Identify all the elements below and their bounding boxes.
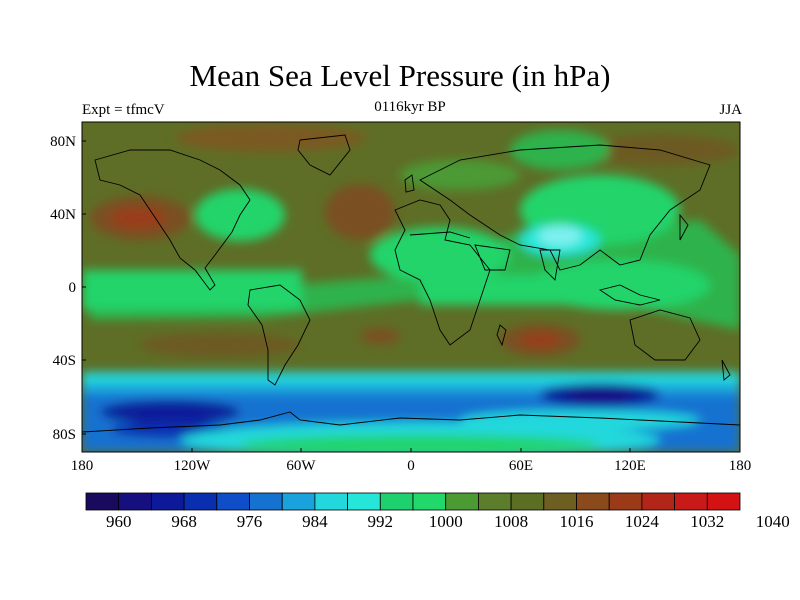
lat-label-40n: 40N [50, 207, 76, 223]
colorbar-label: 992 [368, 512, 394, 531]
colorbar: 960 968 976 984 992 1000 1008 1016 1024 1032 1040 [85, 492, 790, 531]
colorbar-label: 1008 [494, 512, 528, 531]
colorbar-swatch [347, 492, 381, 511]
colorbar-swatch [543, 492, 577, 511]
lon-ticks: 180 120W 60W 0 60E 120E 180 [71, 448, 752, 474]
lon-label-0: 0 [407, 458, 415, 474]
colorbar-swatch [183, 492, 218, 511]
colorbar-label: 1032 [690, 512, 724, 531]
colorbar-swatch [379, 492, 414, 511]
colorbar-swatch [314, 492, 348, 511]
lon-label-60e: 60E [509, 458, 533, 474]
colorbar-swatch [150, 492, 185, 511]
colorbar-label: 968 [171, 512, 197, 531]
lat-ticks: 80N 40N 0 40S 80S [50, 134, 86, 443]
colorbar-swatch [249, 492, 283, 511]
colorbar-label: 984 [302, 512, 328, 531]
lat-label-80n: 80N [50, 134, 76, 150]
colorbar-swatch [510, 492, 545, 511]
colorbar-label: 1024 [625, 512, 660, 531]
time-label: 0116kyr BP [374, 99, 446, 115]
lon-label-180w: 180 [71, 458, 94, 474]
colorbar-label: 1000 [429, 512, 463, 531]
colorbar-swatch [477, 492, 512, 511]
lat-label-0: 0 [69, 280, 77, 296]
colorbar-swatch [608, 492, 643, 511]
coastlines [82, 134, 740, 433]
experiment-label: Expt = tfmcV [82, 102, 165, 118]
season-label: JJA [719, 102, 742, 118]
colorbar-label: 976 [237, 512, 263, 531]
colorbar-swatch [85, 492, 120, 511]
lat-label-80s: 80S [53, 427, 76, 443]
lon-label-120w: 120W [174, 458, 212, 474]
lon-label-180e: 180 [729, 458, 752, 474]
colorbar-label: 1016 [560, 512, 594, 531]
lon-label-120e: 120E [614, 458, 646, 474]
lat-label-40s: 40S [53, 353, 76, 369]
colorbar-swatch [674, 492, 708, 511]
pressure-field [82, 122, 740, 452]
colorbar-swatch [216, 492, 250, 511]
plot-title: Mean Sea Level Pressure (in hPa) [189, 58, 611, 93]
colorbar-swatch [412, 492, 447, 511]
colorbar-label: 1040 [756, 512, 790, 531]
colorbar-swatch [118, 492, 152, 511]
lon-label-60w: 60W [286, 458, 316, 474]
colorbar-swatch [641, 492, 676, 511]
colorbar-swatch [576, 492, 610, 511]
colorbar-swatch [706, 492, 741, 511]
colorbar-swatch [281, 492, 316, 511]
colorbar-label: 960 [106, 512, 132, 531]
colorbar-swatch [445, 492, 479, 511]
